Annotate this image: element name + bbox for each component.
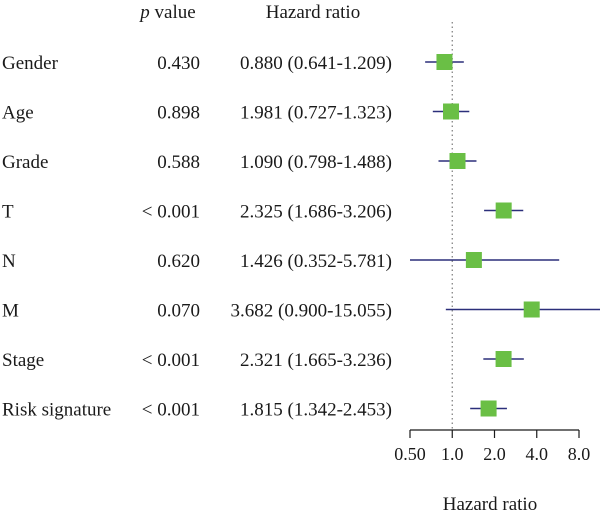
hr-point bbox=[523, 301, 540, 318]
p-value-cell: < 0.001 bbox=[142, 202, 200, 223]
hr-point bbox=[495, 202, 512, 219]
hr-point bbox=[443, 103, 460, 120]
row-label: Grade bbox=[2, 152, 48, 173]
row-label: M bbox=[2, 301, 19, 322]
hazard-ratio-cell: 3.682 (0.900-15.055) bbox=[231, 301, 392, 322]
column-headers: p value Hazard ratio bbox=[138, 2, 360, 23]
hr-point bbox=[480, 400, 497, 417]
tick-label: 4.0 bbox=[526, 444, 549, 464]
p-italic: p bbox=[138, 2, 150, 23]
p-value-cell: < 0.001 bbox=[142, 400, 200, 421]
tick-label: 8.0 bbox=[568, 444, 591, 464]
hazard-ratio-cell: 2.325 (1.686-3.206) bbox=[240, 202, 392, 223]
p-value-cell: 0.588 bbox=[157, 152, 200, 173]
hazard-ratio-cell: 1.426 (0.352-5.781) bbox=[240, 251, 392, 272]
tick-label: 1.0 bbox=[441, 444, 464, 464]
p-value-header: p value bbox=[138, 2, 195, 23]
table-rows: Gender 0.430 0.880 (0.641-1.209) Age 0.898 1.… bbox=[2, 53, 392, 421]
ci-and-estimates bbox=[410, 54, 600, 417]
hazard-ratio-cell: 1.981 (0.727-1.323) bbox=[240, 103, 392, 124]
hr-point bbox=[465, 252, 482, 268]
x-axis: 0.50 1.0 2.0 4.0 8.0 bbox=[394, 429, 591, 464]
row-label: T bbox=[2, 202, 14, 223]
hazard-ratio-header: Hazard ratio bbox=[266, 2, 360, 23]
hazard-ratio-cell: 1.090 (0.798-1.488) bbox=[240, 152, 392, 173]
hazard-ratio-cell: 1.815 (1.342-2.453) bbox=[240, 400, 392, 421]
row-label: Gender bbox=[2, 53, 59, 74]
row-label: Age bbox=[2, 103, 34, 124]
tick-label: 0.50 bbox=[394, 444, 426, 464]
p-value-cell: 0.620 bbox=[157, 251, 200, 272]
hr-point bbox=[495, 351, 512, 367]
tick-label: 2.0 bbox=[483, 444, 506, 464]
hr-point bbox=[449, 153, 466, 169]
p-value-cell: < 0.001 bbox=[142, 350, 200, 371]
p-value-cell: 0.898 bbox=[157, 103, 200, 124]
hazard-ratio-cell: 0.880 (0.641-1.209) bbox=[240, 53, 392, 74]
hazard-ratio-cell: 2.321 (1.665-3.236) bbox=[240, 350, 392, 371]
x-axis-label: Hazard ratio bbox=[443, 494, 537, 515]
row-label: Stage bbox=[2, 350, 44, 371]
hr-point bbox=[436, 54, 453, 70]
p-value-cell: 0.070 bbox=[157, 301, 200, 322]
row-label: N bbox=[2, 251, 16, 272]
p-rest: value bbox=[150, 2, 196, 23]
p-value-cell: 0.430 bbox=[157, 53, 200, 74]
row-label: Risk signature bbox=[2, 400, 111, 421]
